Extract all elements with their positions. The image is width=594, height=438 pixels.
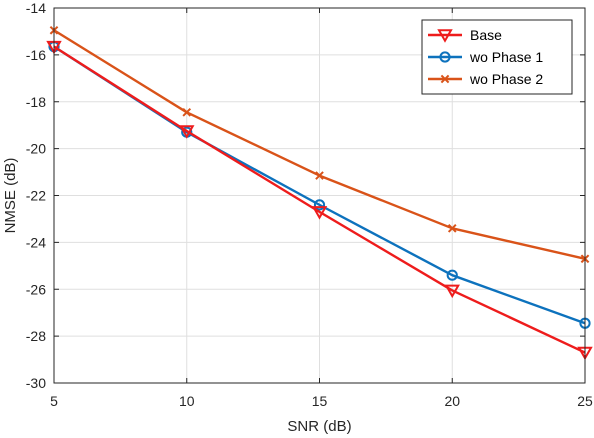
data-point-base [179, 125, 195, 139]
y-tick-label: -22 [26, 188, 46, 204]
data-point-base [311, 206, 328, 220]
x-tick-label: 20 [444, 393, 460, 409]
y-tick-label: -26 [26, 281, 46, 297]
data-point-wo-phase-2 [447, 224, 457, 233]
x-tick-label: 15 [312, 393, 328, 409]
y-axis-label: NMSE (dB) [2, 158, 19, 234]
legend-label: wo Phase 2 [469, 71, 543, 87]
y-tick-label: -14 [26, 0, 46, 16]
legend-marker [437, 29, 453, 43]
y-tick-label: -30 [26, 375, 46, 391]
y-tick-label: -20 [26, 141, 46, 157]
data-point-base [444, 284, 460, 299]
x-tick-label: 5 [50, 393, 58, 409]
data-point-wo-phase-1 [446, 269, 458, 281]
legend-marker [440, 74, 450, 84]
legend-label: Base [470, 27, 502, 43]
data-point-wo-phase-1 [313, 199, 326, 211]
legend-label: wo Phase 1 [469, 49, 543, 65]
x-marker-stroke [440, 74, 450, 84]
x-tick-label: 10 [179, 393, 195, 409]
x-marker-stroke [315, 171, 324, 180]
x-tick-label: 25 [577, 393, 593, 409]
y-tick-label: -16 [26, 47, 46, 63]
legend-marker [439, 51, 451, 63]
y-tick-label: -24 [26, 234, 46, 250]
legend: Base wo Phase 1 wo Phase 2 [421, 19, 573, 95]
x-marker-stroke [447, 224, 457, 233]
tick-labels: 5 10 15 20 25 -14 -16 -18 -20 -22 -24 -26 -28 -30 [26, 0, 593, 409]
y-tick-label: -28 [26, 328, 46, 344]
x-marker-stroke [182, 107, 192, 117]
data-point-wo-phase-2 [182, 107, 192, 117]
series-line-base [53, 45, 586, 354]
x-axis-label: SNR (dB) [287, 418, 351, 435]
y-tick-label: -18 [26, 94, 46, 110]
series-layer [46, 25, 593, 361]
data-point-wo-phase-2 [315, 171, 324, 180]
ticks [53, 7, 586, 384]
series-wo-phase-2 [49, 25, 590, 264]
